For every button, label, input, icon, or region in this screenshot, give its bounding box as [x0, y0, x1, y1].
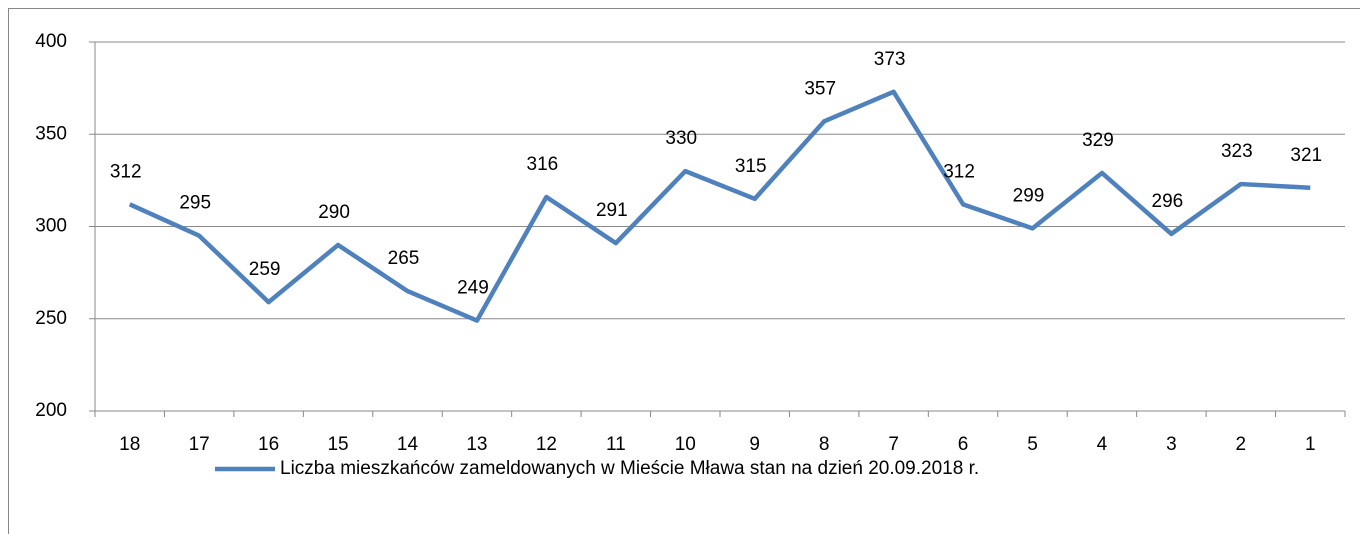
x-tick-label: 2	[1236, 434, 1247, 455]
data-label: 315	[735, 156, 767, 177]
data-label: 259	[249, 259, 281, 280]
x-tick-label: 6	[958, 434, 969, 455]
legend-label: Liczba mieszkańców zameldowanych w Mieśc…	[280, 458, 979, 479]
y-tick-label: 250	[35, 308, 67, 329]
data-label: 330	[665, 128, 697, 149]
y-tick-label: 400	[35, 31, 67, 52]
x-tick-label: 4	[1097, 434, 1108, 455]
data-label: 299	[1013, 185, 1045, 206]
data-label: 295	[179, 193, 211, 214]
data-label: 312	[943, 161, 975, 182]
x-tick-label: 3	[1166, 434, 1177, 455]
data-label: 323	[1221, 141, 1253, 162]
x-tick-label: 16	[258, 434, 279, 455]
x-tick-label: 13	[466, 434, 487, 455]
x-tick-label: 14	[397, 434, 419, 455]
data-label: 291	[596, 200, 628, 221]
y-tick-label: 350	[35, 123, 67, 144]
x-tick-label: 9	[749, 434, 760, 455]
x-tick-label: 8	[819, 434, 830, 455]
chart-frame	[8, 8, 1360, 534]
data-label: 316	[527, 154, 559, 175]
data-label: 296	[1152, 191, 1184, 212]
data-label: 312	[110, 161, 142, 182]
data-label: 290	[318, 202, 350, 223]
x-tick-label: 12	[536, 434, 557, 455]
y-tick-label: 300	[35, 216, 67, 237]
x-tick-label: 15	[327, 434, 348, 455]
x-tick-label: 7	[888, 434, 899, 455]
data-label: 357	[804, 78, 836, 99]
x-tick-label: 17	[189, 434, 210, 455]
data-label: 321	[1290, 145, 1322, 166]
data-label: 373	[874, 49, 906, 70]
x-tick-label: 11	[606, 434, 626, 455]
data-label: 249	[457, 278, 489, 299]
data-line	[128, 89, 1311, 323]
y-tick-label: 200	[35, 400, 67, 421]
x-tick-label: 1	[1305, 434, 1316, 455]
data-label: 265	[388, 248, 420, 269]
x-tick-label: 5	[1027, 434, 1038, 455]
data-label: 329	[1082, 130, 1114, 151]
x-tick-label: 10	[675, 434, 696, 455]
x-tick-label: 18	[119, 434, 140, 455]
